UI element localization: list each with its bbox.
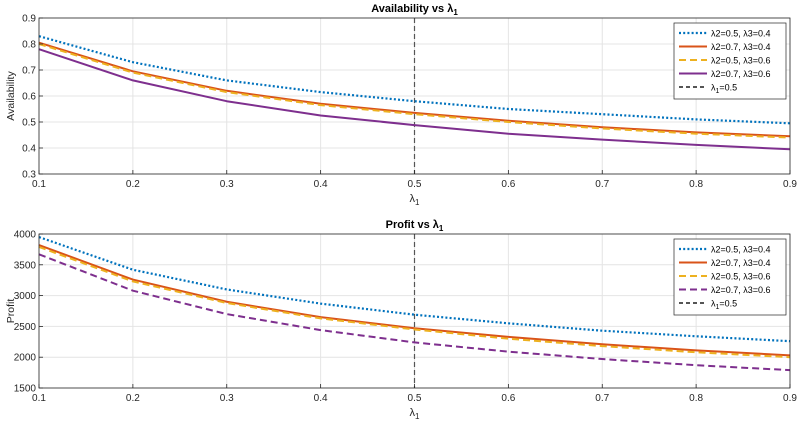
legend-label-4: λ2=0.7, λ3=0.6 <box>711 285 771 295</box>
legend-vline-subscript: 1 <box>716 304 720 311</box>
x-tick-label: 0.3 <box>220 179 234 190</box>
y-tick-label: 3000 <box>14 291 37 302</box>
x-tick-label: 0.3 <box>220 393 234 404</box>
legend-label-4: λ2=0.7, λ3=0.6 <box>711 69 771 79</box>
x-axis-label-subscript: 1 <box>415 198 420 207</box>
x-tick-label: 0.6 <box>501 179 515 190</box>
y-axis-label: Availability <box>5 71 17 121</box>
chart-title-subscript: 1 <box>453 8 458 17</box>
chart-title-main: Profit vs λ <box>386 219 439 231</box>
legend-label-5: λ1=0.5 <box>711 299 737 312</box>
legend-label-1: λ2=0.5, λ3=0.4 <box>711 245 771 255</box>
legend-vline-main: λ <box>711 299 716 309</box>
y-tick-label: 2500 <box>14 322 37 333</box>
legend: λ2=0.5, λ3=0.4 λ2=0.7, λ3=0.4 λ2=0.5, λ3=0… <box>673 22 787 100</box>
x-axis-label-subscript: 1 <box>415 412 420 421</box>
x-tick-label: 0.9 <box>783 179 797 190</box>
y-tick-label: 0.8 <box>22 40 36 51</box>
y-tick-label: 2000 <box>14 353 37 364</box>
x-tick-label: 0.5 <box>408 393 422 404</box>
legend-vline-main: λ <box>711 83 716 93</box>
legend-label-1: λ2=0.5, λ3=0.4 <box>711 29 771 39</box>
x-tick-label: 0.7 <box>595 179 609 190</box>
availability-chart: 0.1 0.2 0.3 0.4 0.5 0.6 0.7 0.8 0.9 0.3 0.4 0.5 0.6 0… <box>5 3 797 207</box>
x-tick-label: 0.8 <box>689 393 703 404</box>
y-tick-label: 4000 <box>14 230 37 241</box>
chart-title-subscript: 1 <box>439 224 444 233</box>
chart-title: Availability vs λ1 <box>371 3 458 17</box>
legend-label-2: λ2=0.7, λ3=0.4 <box>711 42 771 52</box>
series-line-3 <box>38 246 791 359</box>
y-tick-label: 0.4 <box>22 144 36 155</box>
x-tick-label: 0.2 <box>126 393 140 404</box>
x-tick-label: 0.4 <box>314 393 328 404</box>
x-tick-label: 0.1 <box>32 179 46 190</box>
y-axis-label: Profit <box>5 299 17 324</box>
y-tick-label: 0.7 <box>22 66 36 77</box>
y-tick-label: 0.6 <box>22 92 36 103</box>
series-line-4 <box>38 253 791 372</box>
chart-title: Profit vs λ1 <box>386 219 444 233</box>
legend-label-2: λ2=0.7, λ3=0.4 <box>711 258 771 268</box>
y-tick-label: 0.9 <box>22 14 36 25</box>
x-axis-label-main: λ <box>410 407 416 419</box>
legend-vline-rest: =0.5 <box>719 83 737 93</box>
x-tick-label: 0.9 <box>783 393 797 404</box>
x-tick-label: 0.1 <box>32 393 46 404</box>
series-line-1 <box>38 236 791 343</box>
y-tick-label: 0.5 <box>22 118 36 129</box>
x-axis-label: λ1 <box>410 193 421 207</box>
legend-vline-rest: =0.5 <box>719 299 737 309</box>
series-line-2 <box>38 41 791 138</box>
x-tick-label: 0.2 <box>126 179 140 190</box>
x-axis-label-main: λ <box>410 193 416 205</box>
x-tick-label: 0.4 <box>314 179 328 190</box>
series-line-4 <box>38 48 791 151</box>
legend-vline-subscript: 1 <box>716 88 720 95</box>
legend-label-5: λ1=0.5 <box>711 83 737 96</box>
series-line-2 <box>38 244 791 357</box>
x-tick-label: 0.5 <box>408 179 422 190</box>
legend-label-3: λ2=0.5, λ3=0.6 <box>711 56 771 66</box>
profit-chart: 0.1 0.2 0.3 0.4 0.5 0.6 0.7 0.8 0.9 1500 2000 2500 3… <box>5 219 797 421</box>
x-axis-label: λ1 <box>410 407 421 421</box>
legend: λ2=0.5, λ3=0.4 λ2=0.7, λ3=0.4 λ2=0.5, λ3=0… <box>673 238 787 316</box>
y-tick-label: 0.3 <box>22 170 36 181</box>
chart-title-main: Availability vs λ <box>371 3 453 15</box>
x-tick-label: 0.7 <box>595 393 609 404</box>
x-tick-label: 0.8 <box>689 179 703 190</box>
y-tick-label: 3500 <box>14 260 37 271</box>
x-tick-label: 0.6 <box>501 393 515 404</box>
y-tick-label: 1500 <box>14 384 37 395</box>
legend-label-3: λ2=0.5, λ3=0.6 <box>711 272 771 282</box>
